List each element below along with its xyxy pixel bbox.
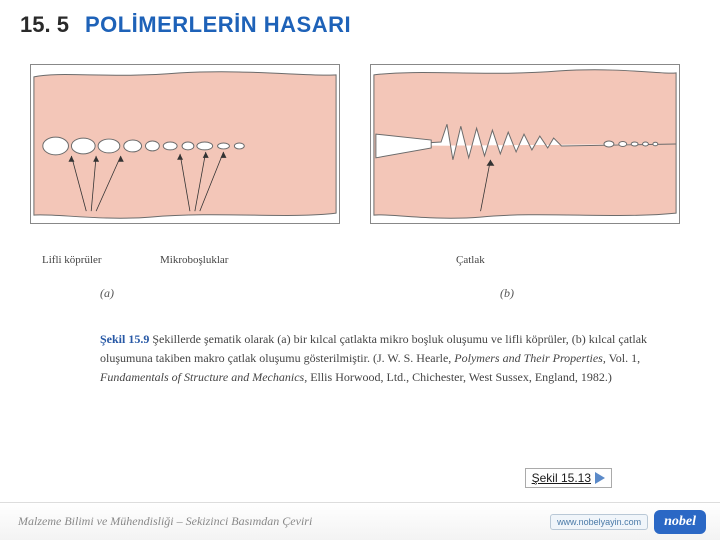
footer-url: www.nobelyayin.com	[550, 514, 648, 530]
panel-b-svg	[371, 65, 679, 223]
figure-caption: Şekil 15.9 Şekillerde şematik olarak (a)…	[100, 330, 660, 388]
panel-a-letter: (a)	[100, 286, 114, 301]
section-number: 15. 5	[20, 12, 69, 38]
panel-b-letter: (b)	[500, 286, 514, 301]
figure-panel-a	[30, 64, 340, 224]
label-microvoids: Mikroboşluklar	[160, 254, 228, 266]
caption-italic-2: Fundamentals of Structure and Mechanics,	[100, 370, 307, 384]
publisher-logo: nobel	[654, 510, 706, 534]
figure-link[interactable]: Şekil 15.13	[525, 468, 612, 488]
section-header: 15. 5 POLİMERLERİN HASARI	[0, 0, 720, 46]
section-title: POLİMERLERİN HASARI	[85, 12, 351, 38]
footer-right: www.nobelyayin.com nobel	[550, 510, 706, 534]
caption-text-2: Vol. 1,	[609, 351, 640, 365]
caption-text-3: Ellis Horwood, Ltd., Chichester, West Su…	[310, 370, 612, 384]
footer-book-title: Malzeme Bilimi ve Mühendisliği – Sekizin…	[18, 514, 312, 529]
caption-figure-number: Şekil 15.9	[100, 332, 149, 346]
label-crack: Çatlak	[456, 254, 485, 266]
label-fibrillar-bridges: Lifli köprüler	[42, 254, 102, 266]
figure-link-text: Şekil 15.13	[532, 471, 591, 485]
figure-area: Lifli köprüler Mikroboşluklar (a) Çatlak	[0, 54, 720, 314]
page-footer: Malzeme Bilimi ve Mühendisliği – Sekizin…	[0, 502, 720, 540]
panel-a-svg	[31, 65, 339, 223]
figure-panel-b	[370, 64, 680, 224]
arrow-right-icon	[595, 472, 605, 484]
caption-italic-1: Polymers and Their Properties,	[454, 351, 606, 365]
